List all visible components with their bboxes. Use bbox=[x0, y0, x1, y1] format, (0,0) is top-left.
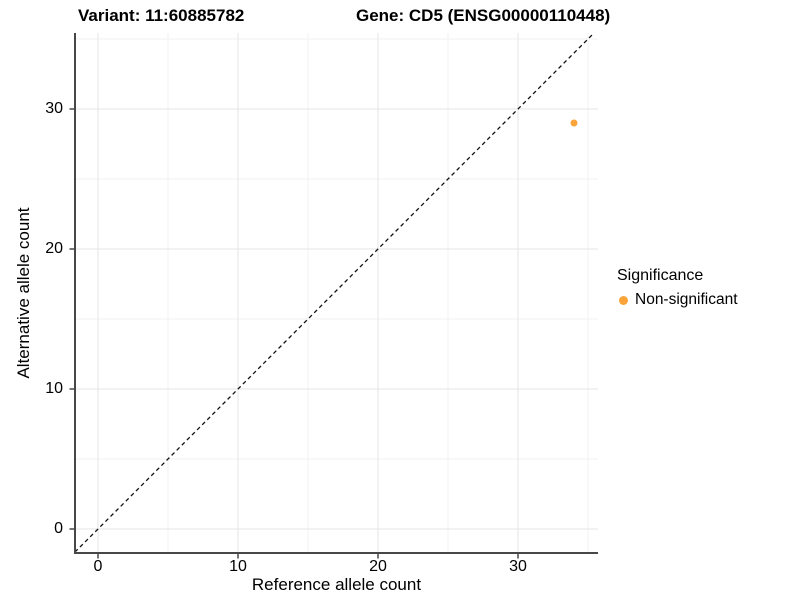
legend-item-label: Non-significant bbox=[635, 291, 738, 308]
x-tick-label: 30 bbox=[509, 558, 527, 575]
legend-title: Significance bbox=[617, 267, 704, 284]
data-point bbox=[570, 119, 578, 127]
legend-item: Non-significant bbox=[617, 289, 738, 311]
y-tick-label: 0 bbox=[54, 520, 63, 537]
plot-title-gene: Gene: CD5 (ENSG00000110448) bbox=[356, 6, 611, 25]
y-tick-label: 20 bbox=[45, 240, 63, 257]
y-tick-label: 30 bbox=[45, 100, 63, 117]
identity-reference-line bbox=[74, 32, 595, 553]
plot-title-variant: Variant: 11:60885782 bbox=[78, 6, 245, 25]
x-tick-label: 20 bbox=[369, 558, 387, 575]
legend: Significance Non-significant bbox=[617, 266, 738, 311]
x-axis-title: Reference allele count bbox=[251, 575, 422, 594]
x-tick-label: 10 bbox=[229, 558, 247, 575]
y-axis-title: Alternative allele count bbox=[14, 207, 33, 379]
point-marker-icon bbox=[619, 295, 628, 305]
y-tick-label: 10 bbox=[45, 380, 63, 397]
x-tick-label: 0 bbox=[93, 558, 103, 575]
